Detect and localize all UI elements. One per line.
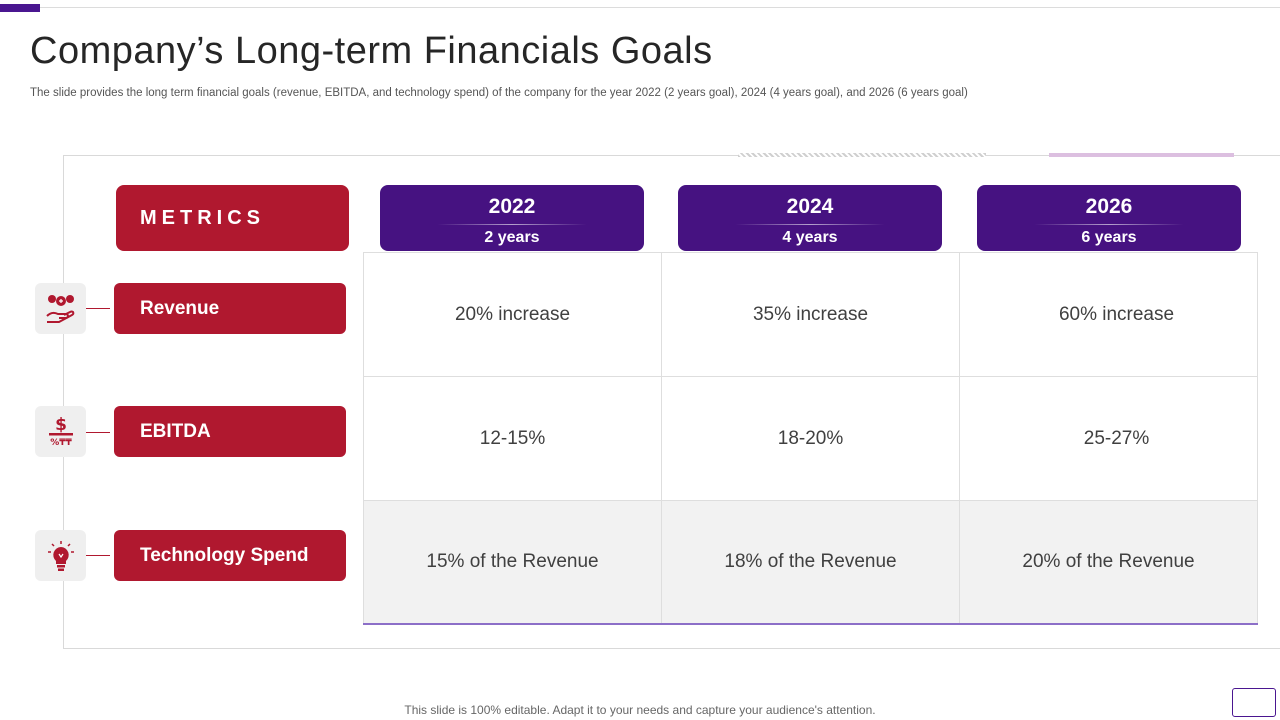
cell-technology-2026: 20% of the Revenue <box>1022 551 1195 572</box>
header-separator <box>437 224 587 225</box>
cell-revenue-2026: 60% increase <box>1058 303 1175 325</box>
top-accent-bar <box>0 4 40 12</box>
year-label: 2024 <box>786 195 834 218</box>
dollar-glyph: $ <box>55 415 67 435</box>
top-divider-line <box>0 7 1280 8</box>
technology-row-background <box>364 500 1257 623</box>
year-label: 2026 <box>1085 195 1133 218</box>
cell-ebitda-2024: 18-20% <box>777 427 844 449</box>
ebitda-icon-caption: %₸₸ <box>50 438 72 448</box>
row-label-revenue: Revenue <box>114 283 346 334</box>
header-separator <box>1034 224 1184 225</box>
lightbulb-icon <box>35 530 86 581</box>
grid-column-divider <box>959 253 960 623</box>
dollar-percent-icon: $ %₸₸ <box>35 406 86 457</box>
page-subtitle: The slide provides the long term financi… <box>30 87 968 99</box>
page-title: Company’s Long-term Financials Goals <box>30 30 713 72</box>
cell-technology-2022: 15% of the Revenue <box>426 551 599 572</box>
money-bags-hand-icon <box>35 283 86 334</box>
cell-revenue-2024: 35% increase <box>752 303 869 325</box>
year-label: 2022 <box>488 195 536 218</box>
cell-technology-2024: 18% of the Revenue <box>724 551 897 572</box>
content-frame <box>63 155 1280 649</box>
grid-row-divider <box>364 500 1257 501</box>
grid-column-divider <box>661 253 662 623</box>
year-header-2026: 2026 6 years <box>977 185 1241 251</box>
metrics-header: METRICS <box>116 185 349 251</box>
revenue-connector <box>86 308 110 309</box>
row-label-ebitda: EBITDA <box>114 406 346 457</box>
header-separator <box>735 224 885 225</box>
year-header-2022: 2022 2 years <box>380 185 644 251</box>
footer-note: This slide is 100% editable. Adapt it to… <box>404 703 876 717</box>
cell-ebitda-2022: 12-15% <box>479 427 546 449</box>
frame-lilac-decoration <box>1049 153 1234 157</box>
technology-connector <box>86 555 110 556</box>
duration-label: 4 years <box>782 229 838 246</box>
frame-hatch-decoration <box>738 153 986 157</box>
year-header-2024: 2024 4 years <box>678 185 942 251</box>
row-label-technology-spend: Technology Spend <box>114 530 346 581</box>
cell-ebitda-2026: 25-27% <box>1083 427 1150 449</box>
corner-placeholder-box <box>1232 688 1276 717</box>
cell-revenue-2022: 20% increase <box>454 303 571 325</box>
duration-label: 2 years <box>484 229 540 246</box>
ebitda-connector <box>86 432 110 433</box>
grid-row-divider <box>364 376 1257 377</box>
grid-bottom-accent <box>363 623 1258 625</box>
duration-label: 6 years <box>1081 229 1137 246</box>
